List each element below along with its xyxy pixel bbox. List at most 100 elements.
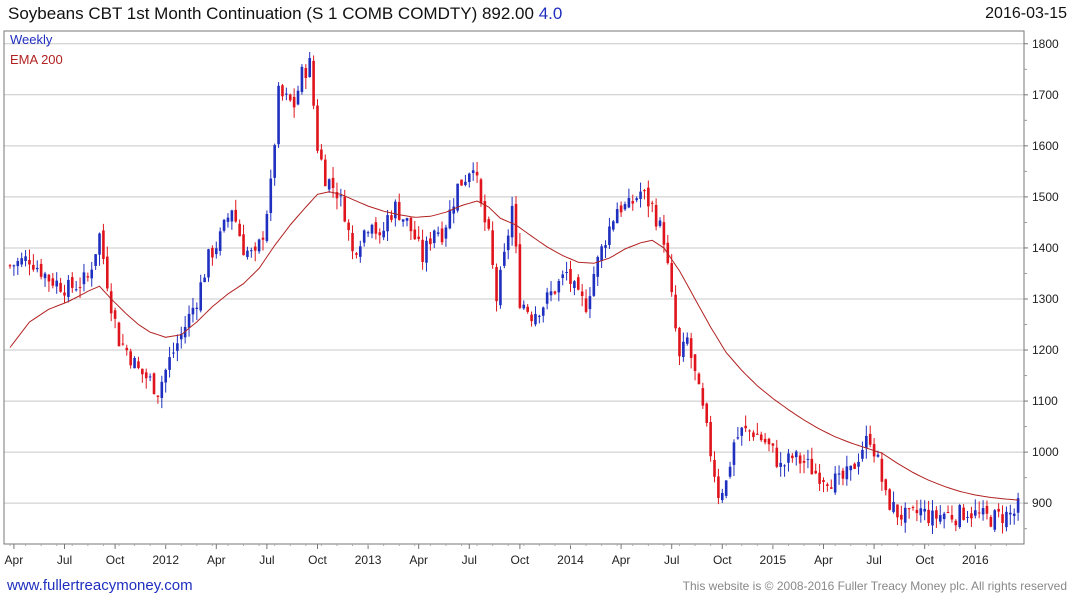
x-tick-label: Apr [207, 553, 226, 567]
candle [576, 274, 580, 291]
candle [374, 217, 378, 240]
candle [647, 180, 650, 218]
candle-body [756, 433, 759, 435]
candle-body [580, 291, 584, 296]
candle-body [569, 268, 572, 284]
candle-body [405, 218, 409, 221]
y-tick-label: 1700 [1032, 88, 1059, 102]
candle-body [300, 66, 304, 92]
candle-body [47, 274, 51, 282]
candle [440, 221, 444, 246]
candle [907, 507, 911, 519]
candle-body [740, 427, 744, 436]
candle-body [954, 520, 958, 526]
candle [390, 210, 393, 223]
candle-body [440, 228, 444, 243]
candle [28, 249, 31, 276]
candle [230, 209, 234, 230]
candle-body [374, 222, 378, 234]
candle [510, 196, 514, 246]
candle [429, 231, 432, 251]
candle-body [631, 201, 635, 204]
candle-body [55, 280, 59, 287]
candle [327, 178, 331, 193]
candle-body [791, 455, 794, 459]
candle [798, 452, 802, 474]
candle [355, 251, 358, 259]
candle [526, 303, 529, 314]
candle [63, 284, 66, 303]
candle [732, 439, 736, 477]
candle-body [942, 513, 946, 520]
candle [950, 505, 954, 523]
candle-body [678, 328, 681, 357]
candle-body [915, 509, 919, 514]
candle-body [946, 512, 950, 514]
candle-body [90, 269, 94, 279]
candle-body [12, 265, 16, 267]
candle-body [51, 278, 55, 286]
candle-body [464, 181, 467, 186]
candle-body [218, 231, 222, 251]
x-tick-label: Oct [106, 553, 125, 567]
candle-body [958, 505, 962, 527]
candle-body [670, 263, 673, 293]
y-tick-label: 1500 [1032, 190, 1059, 204]
candle [382, 221, 385, 241]
candle-body [156, 395, 160, 397]
candle [779, 452, 782, 477]
candle-body [565, 271, 568, 273]
candle-body [950, 514, 954, 520]
candle [942, 511, 946, 529]
candle-body [67, 279, 70, 297]
candle [179, 326, 183, 349]
candle [565, 261, 568, 281]
candle-body [748, 430, 751, 432]
candle [8, 264, 12, 269]
x-tick-label: Apr [409, 553, 428, 567]
x-tick-label: 2012 [152, 553, 179, 567]
x-axis: Apr Jul Oct 2012 Apr Jul Oct 2013 Apr Jul Oct 2014 A… [5, 544, 1007, 567]
candle-body [627, 197, 631, 208]
candle [709, 415, 712, 462]
candle [288, 93, 292, 102]
candle-body [121, 343, 125, 345]
candle-body [639, 191, 642, 199]
candle-body [499, 269, 502, 306]
candle [238, 219, 241, 237]
candle-body [518, 244, 522, 308]
candle-body [596, 257, 600, 277]
candle-body [962, 507, 965, 520]
candle-body [429, 238, 432, 245]
candle-body [487, 219, 491, 229]
candle-body [876, 454, 880, 457]
candle [615, 202, 619, 224]
candle-body [417, 236, 420, 239]
candle-body [728, 466, 732, 477]
y-axis: 900 1000 1100 1200 1300 1400 1500 1600 1700 1800 [1024, 37, 1059, 530]
candle [643, 188, 646, 200]
candle [121, 334, 125, 346]
candle [549, 281, 553, 302]
candle-body [452, 206, 456, 214]
candle-body [246, 250, 249, 257]
candle [837, 465, 841, 485]
candle [1012, 508, 1016, 525]
candle [775, 439, 779, 469]
chart-date: 2016-03-15 [985, 5, 1067, 22]
candle-body [861, 449, 864, 459]
candle [682, 332, 685, 362]
candle-body [288, 94, 292, 101]
candle [970, 506, 973, 527]
site-link[interactable]: www.fullertreacymoney.com [7, 577, 193, 594]
candle [351, 225, 354, 260]
candle [207, 248, 210, 282]
candle [234, 199, 238, 223]
candle-body [736, 437, 740, 439]
candle-body [705, 403, 709, 423]
candle [678, 326, 681, 366]
candle [12, 264, 16, 276]
candle [359, 240, 362, 263]
candle-body [689, 338, 693, 358]
candle [137, 356, 140, 370]
